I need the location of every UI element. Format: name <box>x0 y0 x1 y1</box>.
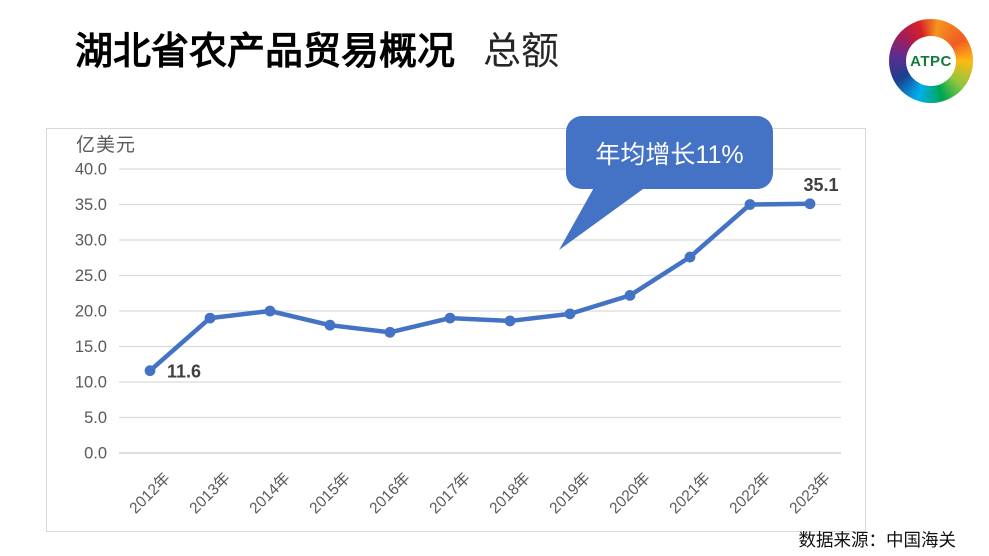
data-label-first: 11.6 <box>167 362 201 382</box>
data-point-marker <box>324 319 336 331</box>
svg-text:15.0: 15.0 <box>75 338 107 356</box>
svg-text:2018年: 2018年 <box>486 469 534 517</box>
svg-text:2012年: 2012年 <box>126 469 174 517</box>
svg-text:2016年: 2016年 <box>366 469 414 517</box>
x-axis-tick-labels: 2012年 2013年 2014年 2015年 2016年 2017年 2018年 2019年… <box>126 469 834 517</box>
data-source-note: 数据来源：中国海关 <box>798 530 957 550</box>
atpc-logo-text: ATPC <box>910 52 952 70</box>
data-label-last: 35.1 <box>803 175 838 195</box>
y-axis-tick-labels: 0.0 5.0 10.0 15.0 20.0 25.0 30.0 35.0 40.0 <box>75 161 107 463</box>
data-point-marker <box>624 289 636 301</box>
svg-text:2023年: 2023年 <box>786 469 834 517</box>
page-title-main: 湖北省农产品贸易概况 <box>75 31 456 73</box>
data-point-marker <box>564 308 576 320</box>
data-point-marker <box>684 251 696 263</box>
svg-text:2017年: 2017年 <box>426 469 474 517</box>
data-point-marker <box>744 199 756 210</box>
speech-bubble-icon <box>559 116 773 250</box>
growth-callout: 年均增长11% <box>545 116 785 261</box>
svg-text:2014年: 2014年 <box>246 469 294 517</box>
svg-text:40.0: 40.0 <box>75 161 107 179</box>
data-points <box>144 198 816 377</box>
svg-text:2019年: 2019年 <box>546 469 594 517</box>
y-axis-unit-label: 亿美元 <box>76 135 137 156</box>
data-point-marker <box>444 312 456 324</box>
gridlines <box>119 168 841 454</box>
svg-text:2022年: 2022年 <box>726 469 774 517</box>
page-title: 湖北省农产品贸易概况 总额 <box>75 28 559 77</box>
data-point-marker <box>384 326 396 338</box>
data-point-marker <box>144 365 156 377</box>
svg-text:5.0: 5.0 <box>84 409 107 427</box>
data-point-marker <box>204 312 216 324</box>
svg-text:2013年: 2013年 <box>186 469 234 517</box>
data-point-marker <box>264 305 276 317</box>
atpc-logo: ATPC <box>889 19 973 103</box>
svg-text:20.0: 20.0 <box>75 303 107 321</box>
growth-callout-text: 年均增长11% <box>595 140 744 169</box>
svg-text:10.0: 10.0 <box>75 374 107 392</box>
svg-text:2020年: 2020年 <box>606 469 654 517</box>
svg-text:30.0: 30.0 <box>75 232 107 250</box>
data-point-marker <box>804 198 816 210</box>
page-title-subtitle: 总额 <box>483 31 560 73</box>
chart-frame: 0.0 5.0 10.0 15.0 20.0 25.0 30.0 35.0 40.0 2012年 2… <box>46 128 866 532</box>
speech-bubble-body <box>566 116 773 189</box>
svg-text:2015年: 2015年 <box>306 469 354 517</box>
atpc-logo-ring-icon <box>889 19 973 103</box>
svg-text:25.0: 25.0 <box>75 267 107 285</box>
data-point-marker <box>504 315 516 327</box>
speech-bubble-tail <box>559 184 650 250</box>
svg-text:2021年: 2021年 <box>666 469 714 517</box>
svg-text:0.0: 0.0 <box>84 445 107 463</box>
svg-text:35.0: 35.0 <box>75 196 107 214</box>
trade-total-line <box>147 201 813 373</box>
